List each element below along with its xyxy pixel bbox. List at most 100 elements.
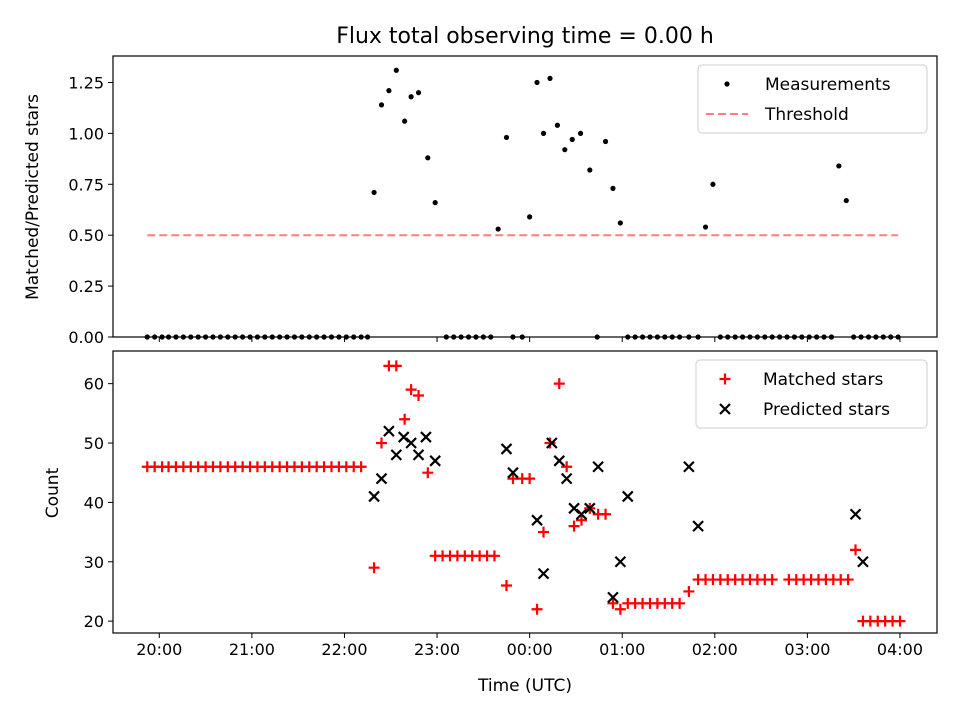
top-legend-box [697,64,928,134]
predicted-star-marker [614,555,627,568]
measurement-point [393,67,399,73]
measurement-point [432,200,438,206]
top-y-tick-label: 0.00 [68,328,104,347]
measurement-point [425,155,431,161]
matched-star-marker [674,597,686,609]
bottom-x-tick-label: 02:00 [692,640,738,659]
predicted-star-marker [575,508,588,521]
legend-label: Predicted stars [763,400,890,420]
matched-star-marker [375,437,387,449]
predicted-star-marker [412,449,425,461]
measurement-point [408,94,414,100]
bottom-y-tick-label: 60 [84,375,104,394]
bottom-y-tick-label: 20 [84,612,104,631]
predicted-star-marker [507,466,519,479]
measurement-point [495,226,501,232]
top-y-axis-label: Matched/Predicted stars [23,94,43,300]
predicted-star-marker [560,472,573,485]
x-axis-label: Time (UTC) [477,676,572,696]
predicted-star-marker [683,460,695,473]
bottom-panel: 20:00 21:00 22:00 23:00 00:00 01:00 02:00 03:00… [84,350,938,659]
matched-star-marker [894,615,906,627]
measurement-point [610,185,616,191]
measurement-point [587,167,593,173]
matched-star-marker [614,603,626,615]
matched-star-marker [500,580,512,592]
measurement-point [402,118,408,124]
measurement-point [562,147,568,153]
bottom-x-tick-label: 22:00 [321,640,367,659]
legend-label: Measurements [765,75,891,95]
bottom-legend: Matched stars Predicted stars [695,359,928,429]
measurement-point [617,220,623,226]
bottom-legend-box [695,359,928,429]
matched-star-marker [405,384,417,396]
matched-star-marker [355,461,367,473]
measurement-point [534,79,540,86]
predicted-star-marker [405,437,417,449]
measurement-point [554,122,561,128]
measurement-point [503,134,510,141]
predicted-star-marker [592,460,604,473]
matched-star-marker [607,597,619,609]
matched-star-marker [766,574,778,586]
predicted-star-marker [375,472,388,485]
measurement-point [415,90,422,96]
bottom-y-tick-label: 40 [84,493,104,512]
matched-star-marker [413,390,425,402]
measurement-point [702,224,709,230]
matched-star-marker [575,514,587,526]
bottom-x-tick-label: 20:00 [136,640,182,659]
measurement-point [569,136,575,143]
legend-label: Matched stars [763,370,883,390]
legend-measurement-marker [724,81,730,87]
matched-star-marker [683,585,695,597]
bottom-x-tick-label: 23:00 [414,640,460,659]
predicted-star-marker [584,502,596,515]
matched-star-marker [488,550,500,562]
measurement-point [843,197,849,204]
measurement-point [602,138,609,145]
legend-predicted-marker [719,403,731,415]
predicted-star-marker [390,449,403,461]
predicted-star-marker [546,437,558,449]
top-panel: 0.00 0.25 0.50 0.75 1.00 1.25 Measurements Thre… [68,55,938,347]
measurement-point [577,130,584,136]
predicted-star-marker [607,591,619,604]
predicted-star-marker [553,455,566,467]
predicted-star-marker [849,508,862,521]
predicted-star-marker [383,425,395,437]
measurement-point [547,75,553,81]
matched-star-marker [422,467,434,479]
predicted-star-marker [368,490,380,503]
bottom-y-axis-label: Count [43,467,63,518]
top-y-tick-label: 0.75 [68,175,104,194]
top-y-tick-label: 0.50 [68,226,104,245]
matched-star-marker [544,437,556,449]
bottom-y-tick-label: 50 [84,434,104,453]
predicted-star-marker [537,567,550,580]
predicted-star-marker [857,555,869,568]
measurement-point [371,189,377,196]
bottom-x-tick-label: 00:00 [507,640,553,659]
predicted-star-marker [420,431,432,443]
matched-star-marker [568,520,580,532]
top-y-tick-label: 1.00 [68,124,104,143]
bottom-axes-frame [112,350,938,634]
matched-star-marker [850,544,862,556]
matched-star-marker [368,562,380,574]
measurement-point [836,163,842,169]
measurement-point [378,102,385,108]
top-y-tick-label: 1.25 [68,73,104,92]
measurement-point [540,130,547,136]
top-legend: Measurements Threshold [697,64,928,134]
predicted-star-marker [531,514,543,526]
matched-star-marker [600,508,612,520]
top-y-tick-label: 0.25 [68,277,104,296]
matched-star-marker [390,360,402,372]
measurement-point [710,181,716,187]
bottom-x-tick-label: 04:00 [877,640,923,659]
top-axes-frame [112,55,938,338]
predicted-star-marker [621,490,634,503]
